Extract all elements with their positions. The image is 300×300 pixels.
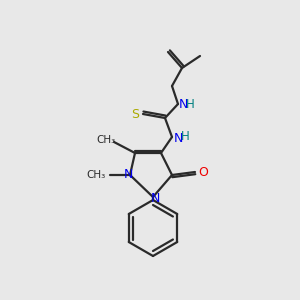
Text: CH₃: CH₃ xyxy=(96,135,116,145)
Text: H: H xyxy=(186,98,194,110)
Text: N: N xyxy=(178,98,188,112)
Text: S: S xyxy=(131,109,139,122)
Text: O: O xyxy=(198,167,208,179)
Text: CH₃: CH₃ xyxy=(86,170,106,180)
Text: N: N xyxy=(173,131,183,145)
Text: H: H xyxy=(181,130,189,143)
Text: N: N xyxy=(123,169,133,182)
Text: N: N xyxy=(150,191,160,205)
